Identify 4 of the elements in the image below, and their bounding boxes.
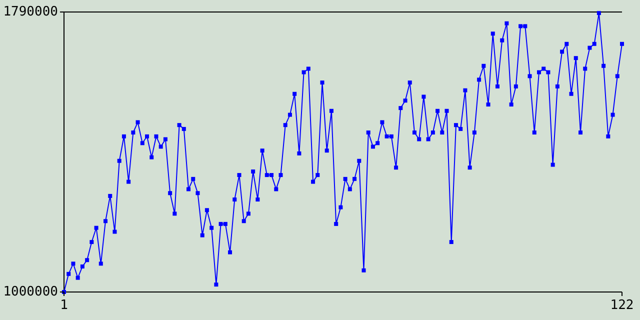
y-tick-label: 1000000 <box>3 284 58 300</box>
x-tick-label: 122 <box>610 298 634 313</box>
y-tick-label: 1790000 <box>3 4 58 20</box>
x-tick-label: 1 <box>60 298 68 313</box>
